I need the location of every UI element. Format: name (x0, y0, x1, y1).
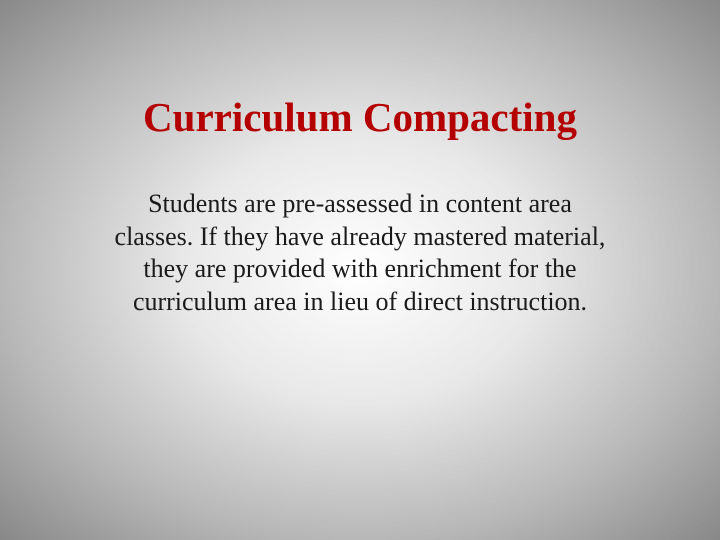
slide-body: Students are pre-assessed in content are… (110, 188, 610, 318)
slide-title: Curriculum Compacting (143, 95, 577, 140)
slide-container: Curriculum Compacting Students are pre-a… (0, 0, 720, 540)
